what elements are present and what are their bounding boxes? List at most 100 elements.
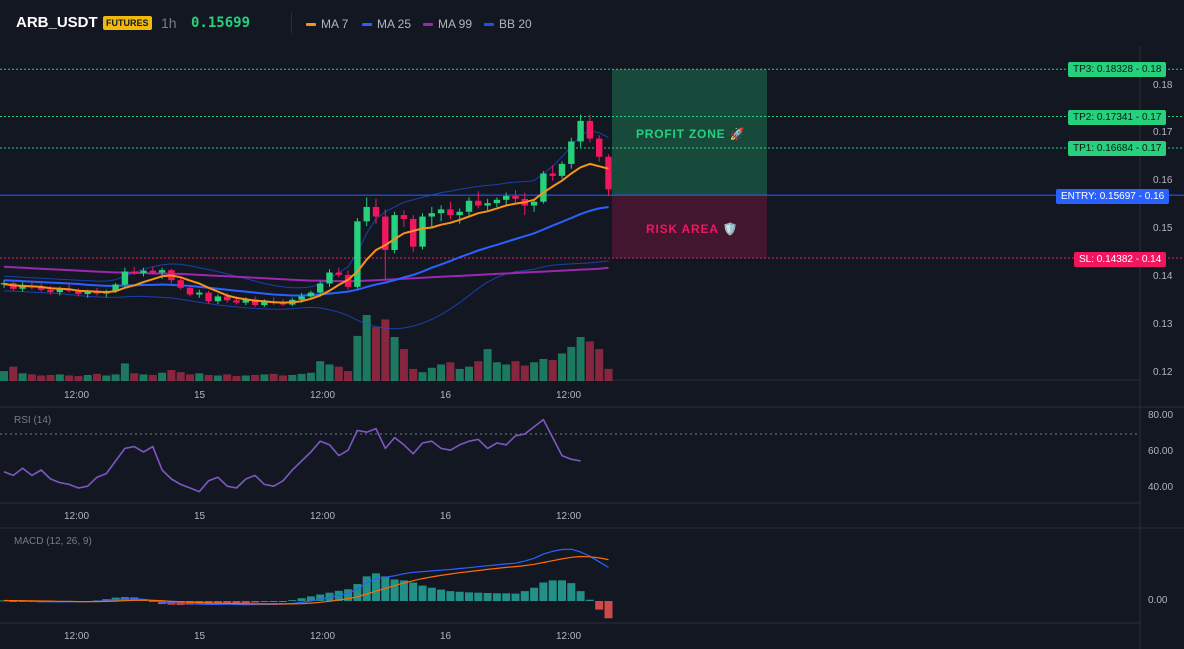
candle-body	[465, 200, 473, 212]
macd-histogram-bar	[297, 598, 306, 601]
candle-body	[577, 120, 584, 142]
candle-body	[233, 300, 240, 303]
volume-bar	[427, 367, 436, 381]
volume-bar	[530, 362, 539, 381]
candle-body	[419, 216, 426, 247]
volume-bar	[344, 371, 353, 381]
macd-histogram-bar	[483, 592, 492, 601]
volume-bar	[186, 374, 194, 381]
volume-bar	[306, 372, 315, 381]
candle-body	[503, 195, 510, 200]
macd-histogram-bar	[474, 592, 483, 601]
candle-body	[428, 213, 435, 217]
candle-body	[19, 285, 26, 289]
candle-body	[475, 200, 482, 206]
candle-body	[158, 270, 166, 273]
volume-bar	[483, 349, 492, 381]
tp3-tag-label: TP3: 0.18328	[1073, 64, 1134, 75]
sl-tag[interactable]: SL: 0.14382 - 0.14	[1074, 252, 1167, 267]
bb-upper-line	[3, 129, 609, 289]
volume-bar	[474, 361, 483, 381]
volume-bar	[55, 374, 64, 381]
candle-body	[437, 209, 445, 214]
volume-bar	[585, 341, 594, 381]
volume-bar	[65, 375, 74, 381]
entry-tag-axis: 0.16	[1144, 191, 1165, 202]
volume-bar	[93, 373, 101, 381]
volume-bar	[446, 362, 455, 381]
legend-ma7[interactable]: MA 7	[306, 17, 348, 31]
sl-tag-axis: 0.14	[1141, 254, 1162, 265]
macd-histogram-bar	[446, 591, 455, 601]
volume-bar	[27, 374, 36, 381]
time-axis-label: 12:00	[556, 631, 582, 642]
volume-bar	[437, 364, 446, 381]
macd-histogram-bar	[390, 579, 399, 601]
legend-bb20[interactable]: BB 20	[484, 17, 532, 31]
volume-bar	[316, 361, 325, 381]
macd-histogram-bar	[548, 580, 557, 601]
macd-histogram-bar	[260, 601, 269, 602]
macd-histogram-bar	[558, 580, 566, 601]
volume-bar	[120, 363, 129, 381]
volume-bar	[213, 375, 222, 381]
volume-bar	[558, 353, 566, 381]
time-axis-label: 16	[440, 390, 452, 401]
candle-body	[363, 206, 370, 222]
volume-bar	[390, 337, 399, 381]
price-axis-label: 0.13	[1153, 319, 1173, 330]
tp3-tag[interactable]: TP3: 0.18328 - 0.18	[1068, 62, 1167, 77]
legend-ma7-label: MA 7	[321, 17, 349, 31]
candle-body	[112, 284, 119, 292]
volume-bar	[595, 349, 604, 381]
candle-body	[279, 303, 287, 305]
rsi-axis-label: 40.00	[1148, 482, 1174, 493]
volume-bar	[288, 374, 297, 381]
candle-body	[38, 287, 45, 290]
legend-ma25-label: MA 25	[377, 17, 412, 31]
legend-ma99[interactable]: MA 99	[423, 17, 472, 31]
candle-body	[586, 120, 594, 139]
candle-body	[224, 296, 231, 301]
candle-body	[317, 283, 324, 293]
symbol-name[interactable]: ARB_USDT	[16, 14, 98, 31]
rsi-axis-label: 60.00	[1148, 446, 1174, 457]
time-axis-label: 12:00	[64, 631, 90, 642]
candle-body	[530, 201, 538, 206]
candle-body	[326, 272, 333, 284]
rsi-line	[3, 418, 581, 493]
volume-bar	[139, 374, 148, 381]
macd-histogram-bar	[288, 600, 297, 602]
risk-zone	[612, 195, 767, 259]
volume-bar	[418, 372, 427, 381]
volume-bar	[502, 364, 511, 381]
profit-zone	[612, 69, 767, 196]
entry-tag[interactable]: ENTRY: 0.15697 - 0.16	[1056, 189, 1170, 204]
candle-body	[177, 280, 184, 288]
tp1-tag[interactable]: TP1: 0.16684 - 0.17	[1068, 141, 1167, 156]
macd-histogram-bar	[492, 593, 501, 601]
ma99-swatch-icon	[423, 22, 433, 26]
timeframe-label[interactable]: 1h	[161, 15, 177, 31]
ma25-line	[3, 206, 609, 297]
candle-body	[205, 292, 212, 302]
volume-bar	[334, 366, 343, 381]
macd-histogram-bar	[399, 580, 408, 601]
tp1-tag-label: TP1: 0.16684	[1073, 143, 1134, 154]
macd-histogram-bar	[344, 589, 353, 601]
volume-bar	[223, 374, 232, 381]
tp2-tag[interactable]: TP2: 0.17341 - 0.17	[1068, 110, 1167, 125]
volume-bar	[492, 362, 501, 381]
volume-bar	[353, 335, 362, 381]
legend-ma25[interactable]: MA 25	[362, 17, 411, 31]
price-axis-label: 0.15	[1153, 223, 1173, 234]
volume-bar	[372, 327, 380, 381]
volume-bar	[548, 360, 557, 381]
volume-bar	[381, 319, 390, 381]
candle-body	[493, 199, 501, 204]
time-axis-label: 12:00	[64, 511, 90, 522]
price-axis-label: 0.18	[1153, 80, 1173, 91]
macd-histogram-bar	[437, 589, 446, 601]
volume-bar	[102, 375, 111, 381]
